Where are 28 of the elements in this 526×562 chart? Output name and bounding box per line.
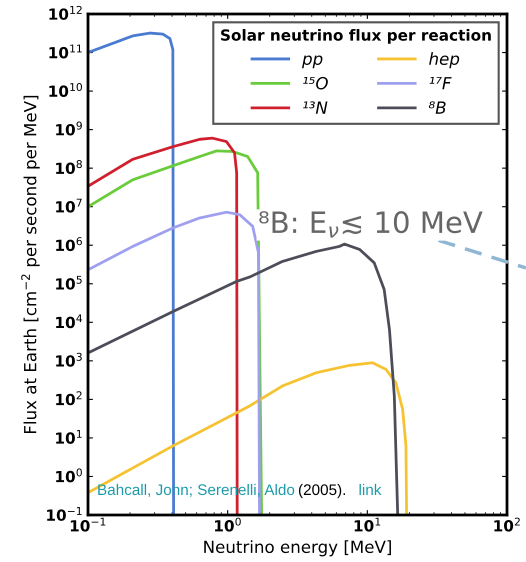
x-axis-title: Neutrino energy [MeV]	[204, 540, 391, 556]
y-tick-label: 10$^{6}$	[56, 237, 82, 252]
y-tick-label: 10$^{8}$	[56, 160, 82, 174]
y-axis-title: Flux at Earth [cm$^{−2}$ per second per MeV]	[21, 96, 40, 434]
annotation: (2005).	[298, 484, 346, 498]
legend-label: ¹³N	[303, 101, 328, 114]
y-tick-label: 10$^{4}$	[56, 314, 82, 328]
y-tick-label: 10$^{2}$	[56, 391, 82, 406]
y-tick-label: 10$^{1}$	[56, 430, 82, 444]
legend-label: pp	[302, 55, 322, 68]
y-tick-label: 10$^{9}$	[56, 122, 82, 136]
y-tick-label: 10$^{12}$	[49, 6, 82, 20]
legend-label: ¹⁵O	[303, 76, 328, 90]
y-tick-label: 10$^{7}$	[56, 198, 82, 213]
legend-label: ¹⁷F	[430, 77, 452, 90]
x-tick-label: 10$^{1}$	[354, 518, 380, 532]
y-tick-label: 10$^{0}$	[56, 468, 82, 482]
y-tick-label: 10$^{10}$	[49, 82, 82, 97]
legend-title: Solar neutrino flux per reaction	[221, 29, 491, 44]
annotation: ⁸B: E$_{ν}$≲ 10 MeV	[259, 211, 483, 238]
y-tick-label: 10$^{3}$	[56, 352, 82, 367]
annotation: link	[360, 484, 382, 495]
y-tick-label: 10$^{11}$	[49, 44, 82, 58]
legend-label: ⁸B	[428, 101, 446, 114]
x-tick-label: 10$^{0}$	[215, 518, 241, 532]
legend-label: hep	[429, 52, 460, 68]
y-tick-label: 10$^{5}$	[56, 276, 82, 290]
x-tick-label: 10$^{2}$	[494, 518, 520, 532]
